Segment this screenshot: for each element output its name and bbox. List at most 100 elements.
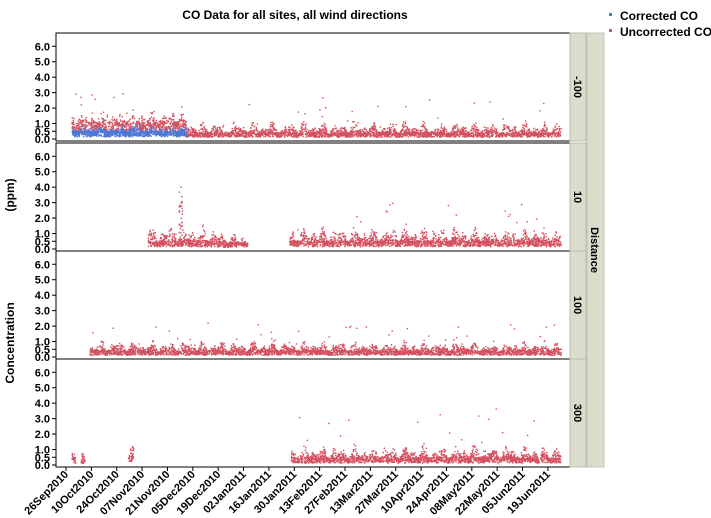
corrected-point bbox=[140, 130, 142, 132]
uncorrected-point bbox=[453, 135, 455, 137]
uncorrected-point bbox=[311, 135, 313, 137]
uncorrected-point bbox=[422, 120, 424, 123]
uncorrected-point bbox=[283, 130, 285, 133]
uncorrected-point bbox=[215, 134, 217, 136]
uncorrected-point bbox=[491, 133, 493, 135]
uncorrected-point bbox=[285, 134, 287, 136]
corrected-point bbox=[135, 132, 138, 134]
uncorrected-point bbox=[346, 134, 348, 136]
uncorrected-point bbox=[323, 130, 325, 132]
corrected-point bbox=[132, 125, 134, 128]
uncorrected-point bbox=[247, 132, 249, 134]
corrected-point bbox=[164, 134, 166, 136]
uncorrected-point bbox=[444, 130, 446, 132]
uncorrected-point bbox=[224, 133, 226, 135]
uncorrected-point bbox=[505, 134, 507, 137]
uncorrected-point bbox=[539, 135, 542, 137]
uncorrected-point bbox=[334, 132, 336, 134]
uncorrected-point bbox=[308, 133, 311, 136]
uncorrected-point bbox=[117, 124, 119, 126]
uncorrected-point bbox=[431, 130, 433, 133]
corrected-point bbox=[92, 133, 94, 136]
corrected-point bbox=[167, 132, 169, 134]
uncorrected-point bbox=[547, 135, 549, 137]
uncorrected-point bbox=[388, 135, 391, 138]
uncorrected-point bbox=[333, 128, 335, 130]
uncorrected-point bbox=[82, 119, 84, 122]
uncorrected-point bbox=[267, 134, 269, 137]
uncorrected-point bbox=[265, 134, 267, 136]
uncorrected-point bbox=[78, 125, 80, 128]
uncorrected-point bbox=[236, 135, 238, 138]
uncorrected-point bbox=[105, 127, 107, 129]
uncorrected-point bbox=[538, 130, 540, 133]
corrected-point bbox=[82, 133, 84, 136]
uncorrected-point bbox=[132, 122, 135, 124]
uncorrected-point bbox=[423, 131, 425, 134]
uncorrected-point bbox=[482, 132, 484, 135]
uncorrected-point bbox=[485, 131, 487, 133]
corrected-point bbox=[120, 128, 122, 130]
uncorrected-point bbox=[477, 129, 480, 131]
uncorrected-point bbox=[507, 132, 510, 135]
uncorrected-point bbox=[232, 122, 235, 125]
uncorrected-point bbox=[144, 128, 147, 130]
uncorrected-point bbox=[378, 132, 380, 134]
uncorrected-point bbox=[483, 133, 486, 136]
uncorrected-point bbox=[327, 134, 329, 136]
uncorrected-point bbox=[329, 135, 331, 137]
uncorrected-point bbox=[294, 133, 296, 135]
corrected-point bbox=[95, 134, 98, 136]
corrected-point bbox=[162, 128, 164, 130]
uncorrected-point bbox=[174, 123, 176, 125]
corrected-point bbox=[184, 130, 186, 132]
uncorrected-point bbox=[502, 133, 505, 136]
uncorrected-point bbox=[352, 121, 354, 123]
uncorrected-point bbox=[202, 136, 205, 138]
uncorrected-point bbox=[508, 130, 511, 133]
uncorrected-point bbox=[323, 128, 325, 131]
uncorrected-point bbox=[171, 115, 174, 118]
uncorrected-point bbox=[154, 121, 157, 123]
uncorrected-point bbox=[372, 129, 374, 131]
uncorrected-point bbox=[397, 135, 399, 138]
uncorrected-point bbox=[492, 125, 495, 127]
uncorrected-point bbox=[535, 128, 537, 131]
uncorrected-point bbox=[287, 129, 289, 131]
uncorrected-point bbox=[187, 128, 189, 130]
uncorrected-point bbox=[101, 126, 103, 128]
uncorrected-point bbox=[462, 130, 464, 132]
uncorrected-point bbox=[469, 133, 472, 135]
uncorrected-point bbox=[375, 130, 378, 132]
uncorrected-point bbox=[418, 134, 420, 136]
uncorrected-point bbox=[157, 244, 159, 247]
uncorrected-point bbox=[435, 133, 437, 136]
uncorrected-point bbox=[363, 133, 365, 135]
uncorrected-point bbox=[475, 131, 477, 134]
uncorrected-point bbox=[373, 124, 375, 126]
corrected-point bbox=[140, 129, 143, 131]
uncorrected-point bbox=[226, 135, 228, 137]
uncorrected-point bbox=[557, 135, 559, 137]
uncorrected-point bbox=[73, 127, 75, 129]
uncorrected-point bbox=[440, 133, 443, 136]
uncorrected-point bbox=[131, 117, 134, 119]
uncorrected-point bbox=[323, 132, 326, 135]
corrected-point bbox=[108, 131, 111, 133]
uncorrected-point bbox=[382, 133, 384, 135]
uncorrected-point bbox=[359, 131, 362, 133]
uncorrected-point bbox=[383, 128, 385, 130]
uncorrected-point bbox=[435, 134, 437, 137]
uncorrected-point bbox=[104, 125, 106, 127]
uncorrected-point bbox=[534, 135, 536, 137]
uncorrected-point bbox=[110, 121, 113, 124]
uncorrected-point bbox=[455, 131, 457, 133]
uncorrected-point bbox=[311, 132, 313, 135]
uncorrected-point bbox=[432, 131, 435, 134]
uncorrected-point bbox=[109, 123, 111, 125]
uncorrected-point bbox=[244, 133, 247, 135]
uncorrected-point bbox=[325, 130, 328, 132]
uncorrected-point bbox=[197, 245, 199, 248]
uncorrected-point bbox=[175, 121, 178, 123]
uncorrected-point bbox=[396, 136, 398, 138]
